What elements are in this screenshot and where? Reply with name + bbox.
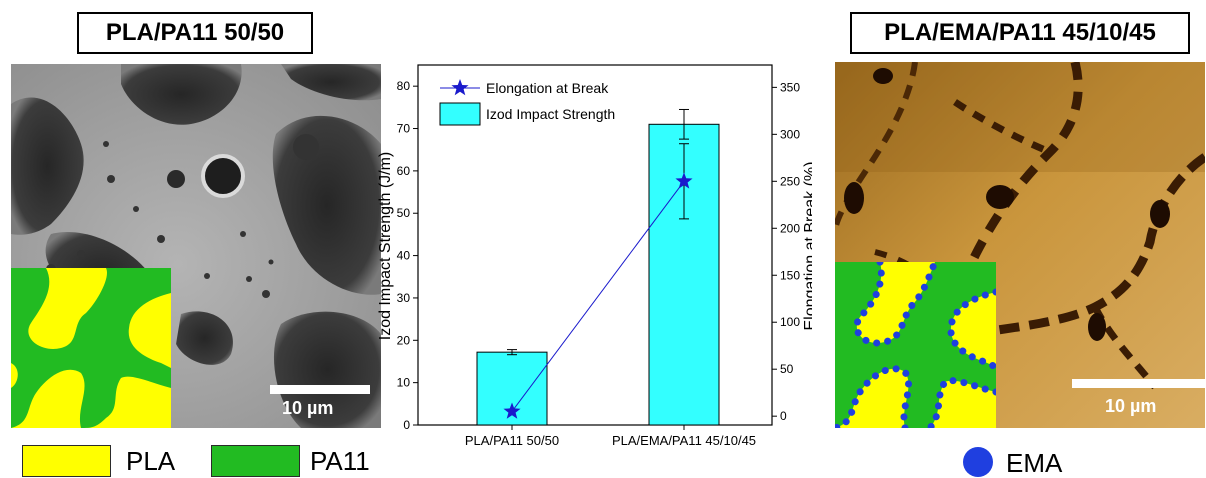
y-tick-label: 70 bbox=[397, 122, 411, 136]
schematic-ema-interface bbox=[835, 262, 996, 428]
legend-swatch-pa11 bbox=[211, 445, 300, 477]
morphology-schematic-left bbox=[11, 268, 171, 428]
scale-label-right: 10 µm bbox=[1105, 396, 1157, 416]
scale-bar-right bbox=[1072, 379, 1205, 388]
legend-label-izod: Izod Impact Strength bbox=[486, 106, 615, 122]
chart-legend: Elongation at Break Izod Impact Strength bbox=[439, 79, 615, 126]
star-marker bbox=[503, 402, 521, 419]
y-tick-label: 30 bbox=[397, 291, 411, 305]
y2-tick-label: 0 bbox=[780, 409, 787, 423]
schematic-cocontinuous bbox=[11, 268, 171, 428]
line-elongation bbox=[511, 181, 685, 412]
y-tick-label: 40 bbox=[397, 249, 411, 263]
y-axis-label: Izod Impact Strength (J/m) bbox=[377, 152, 394, 341]
star-marker bbox=[675, 172, 693, 189]
y-tick-label: 80 bbox=[397, 79, 411, 93]
legend-label-pa11: PA11 bbox=[310, 446, 370, 476]
y-tick-label: 20 bbox=[397, 333, 411, 347]
y2-tick-label: 300 bbox=[780, 127, 800, 141]
y2-tick-label: 350 bbox=[780, 80, 800, 94]
right-panel-title: PLA/EMA/PA11 45/10/45 bbox=[850, 12, 1190, 54]
y-tick-label: 10 bbox=[397, 376, 411, 390]
y-tick-label: 0 bbox=[403, 418, 410, 432]
y2-tick-label: 250 bbox=[780, 174, 800, 188]
y-tick-label: 60 bbox=[397, 164, 411, 178]
legend-label-ema: EMA bbox=[1006, 448, 1063, 478]
y2-tick-label: 150 bbox=[780, 268, 800, 282]
legend-label-pla: PLA bbox=[126, 446, 176, 476]
legend-bar-swatch bbox=[439, 102, 481, 126]
legend-marker-ema bbox=[963, 447, 993, 477]
legend-star-marker bbox=[451, 79, 469, 96]
left-panel-title: PLA/PA11 50/50 bbox=[77, 12, 313, 54]
scale-label-left: 10 µm bbox=[282, 398, 334, 418]
morphology-schematic-right bbox=[835, 262, 996, 428]
y-tick-label: 50 bbox=[397, 206, 411, 220]
legend-label-elongation: Elongation at Break bbox=[486, 80, 609, 96]
y2-tick-label: 200 bbox=[780, 221, 800, 235]
y2-tick-label: 50 bbox=[780, 362, 794, 376]
scale-bar-left bbox=[270, 385, 370, 394]
x-tick-label: PLA/PA11 50/50 bbox=[465, 433, 559, 448]
y2-axis-label: Elongation at Break (%) bbox=[802, 162, 812, 331]
legend-swatch-pla bbox=[22, 445, 111, 477]
plot-frame bbox=[417, 64, 773, 426]
x-tick-label: PLA/EMA/PA11 45/10/45 bbox=[612, 433, 756, 448]
y2-tick-label: 100 bbox=[780, 315, 800, 329]
